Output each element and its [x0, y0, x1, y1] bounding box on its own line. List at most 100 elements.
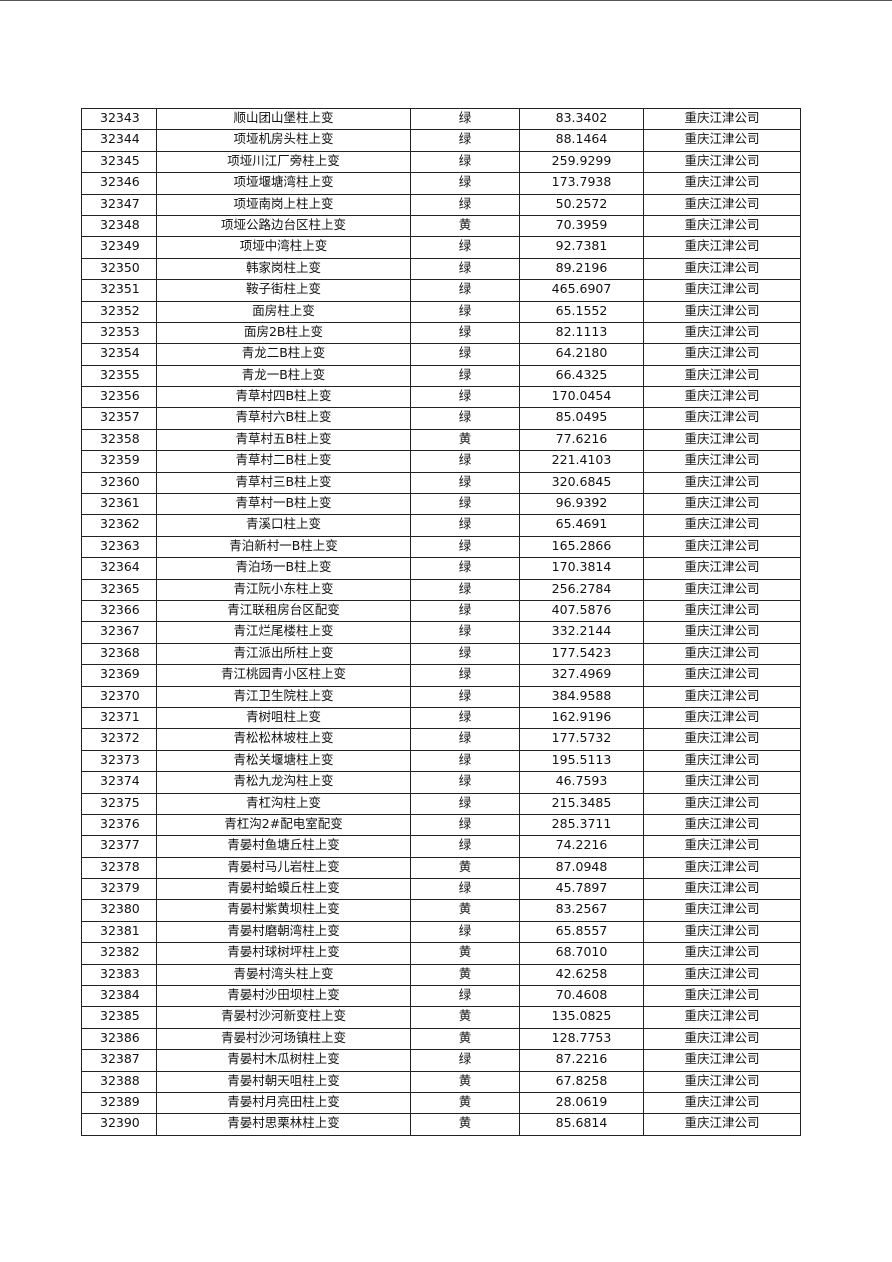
cell-value-text: 42.6258	[555, 965, 608, 981]
cell-company: 重庆江津公司	[643, 578, 801, 601]
cell-status-text: 绿	[458, 323, 472, 339]
cell-status-text: 绿	[458, 174, 472, 190]
cell-status: 绿	[410, 792, 520, 815]
cell-name: 青江阮小东柱上变	[156, 578, 411, 601]
table-row: 32362 青溪口柱上变 绿 65.4691 重庆江津公司	[81, 514, 801, 537]
cell-status: 绿	[410, 878, 520, 901]
cell-id: 32375	[81, 792, 157, 815]
cell-value-text: 77.6216	[555, 430, 608, 446]
table-row: 32364 青泊场一B柱上变 绿 170.3814 重庆江津公司	[81, 557, 801, 580]
cell-company-text: 重庆江津公司	[684, 666, 760, 682]
cell-company-text: 重庆江津公司	[684, 687, 760, 703]
table-row: 32374 青松九龙沟柱上变 绿 46.7593 重庆江津公司	[81, 771, 801, 794]
cell-id: 32349	[81, 236, 157, 259]
cell-company: 重庆江津公司	[643, 172, 801, 195]
cell-id-text: 32351	[100, 281, 140, 297]
table-row: 32376 青杠沟2#配电室配变 绿 285.3711 重庆江津公司	[81, 813, 801, 837]
cell-id: 32359	[81, 450, 157, 473]
cell-value: 65.4691	[519, 514, 644, 537]
cell-status: 绿	[410, 728, 520, 751]
cell-status: 绿	[410, 578, 520, 601]
cell-company: 重庆江津公司	[643, 493, 801, 516]
cell-status-text: 绿	[458, 537, 472, 553]
cell-id-text: 32382	[100, 944, 140, 960]
cell-status: 绿	[410, 621, 520, 644]
cell-name-text: 青草村五B柱上变	[235, 430, 332, 446]
cell-value-text: 50.2572	[555, 195, 608, 211]
cell-id: 32384	[81, 985, 157, 1008]
cell-company: 重庆江津公司	[643, 150, 801, 174]
cell-status: 黄	[410, 942, 520, 965]
cell-company-text: 重庆江津公司	[684, 623, 760, 639]
cell-name: 青晏村沙田坝柱上变	[156, 985, 411, 1008]
cell-company-text: 重庆江津公司	[684, 131, 760, 147]
cell-name-text: 青松松林坡柱上变	[233, 730, 334, 746]
cell-company: 重庆江津公司	[643, 514, 801, 537]
cell-status-text: 绿	[458, 687, 472, 703]
cell-company-text: 重庆江津公司	[684, 216, 760, 232]
cell-name-text: 韩家岗柱上变	[245, 259, 321, 275]
cell-status-text: 绿	[458, 987, 472, 1003]
cell-name: 青龙二B柱上变	[156, 343, 411, 366]
cell-id: 32369	[81, 664, 157, 687]
cell-status: 绿	[410, 749, 520, 773]
cell-name-text: 项垭川江厂旁柱上变	[227, 152, 340, 168]
cell-name: 面房2B柱上变	[156, 321, 411, 345]
cell-name: 项垭川江厂旁柱上变	[156, 150, 411, 174]
cell-name: 青晏村思栗林柱上变	[156, 1113, 411, 1136]
cell-company: 重庆江津公司	[643, 343, 801, 366]
cell-status: 绿	[410, 172, 520, 195]
cell-value: 87.2216	[519, 1049, 644, 1072]
cell-id-text: 32361	[100, 495, 140, 511]
cell-id: 32360	[81, 471, 157, 495]
cell-name-text: 青松九龙沟柱上变	[233, 773, 334, 789]
cell-value: 66.4325	[519, 364, 644, 388]
cell-company-text: 重庆江津公司	[684, 174, 760, 190]
table-row: 32382 青晏村球树坪柱上变 黄 68.7010 重庆江津公司	[81, 942, 801, 965]
cell-status: 绿	[410, 279, 520, 302]
cell-company: 重庆江津公司	[643, 599, 801, 623]
cell-id: 32380	[81, 899, 157, 922]
cell-value: 68.7010	[519, 942, 644, 965]
cell-status: 黄	[410, 1070, 520, 1093]
cell-value: 128.7753	[519, 1027, 644, 1051]
cell-name-text: 青江阮小东柱上变	[233, 580, 334, 596]
cell-name-text: 青晏村思栗林柱上变	[227, 1115, 340, 1131]
cell-value-text: 66.4325	[555, 366, 608, 382]
cell-value-text: 221.4103	[551, 452, 612, 468]
cell-name: 青晏村木瓜树柱上变	[156, 1049, 411, 1072]
cell-company: 重庆江津公司	[643, 407, 801, 430]
cell-value-text: 82.1113	[555, 323, 608, 339]
cell-value-text: 67.8258	[555, 1072, 608, 1088]
cell-name-text: 青杠沟柱上变	[245, 794, 321, 810]
cell-status-text: 黄	[458, 1072, 472, 1088]
page-top-border	[0, 0, 892, 1]
cell-value: 259.9299	[519, 150, 644, 174]
cell-name-text: 项垭堰塘湾柱上变	[233, 174, 334, 190]
cell-name: 项垭公路边台区柱上变	[156, 214, 411, 238]
cell-id-text: 32366	[100, 601, 140, 617]
cell-id: 32355	[81, 364, 157, 388]
cell-company-text: 重庆江津公司	[684, 452, 760, 468]
cell-company-text: 重庆江津公司	[684, 302, 760, 318]
cell-value: 173.7938	[519, 172, 644, 195]
cell-status: 绿	[410, 685, 520, 708]
table-row: 32357 青草村六B柱上变 绿 85.0495 重庆江津公司	[81, 407, 801, 430]
cell-value: 77.6216	[519, 428, 644, 452]
cell-name-text: 面房柱上变	[252, 302, 315, 318]
cell-id-text: 32370	[100, 687, 140, 703]
cell-name-text: 青晏村沙河新变柱上变	[220, 1008, 346, 1024]
cell-name: 青草村三B柱上变	[156, 471, 411, 495]
cell-status-text: 绿	[458, 259, 472, 275]
cell-name-text: 项垭中湾柱上变	[239, 238, 328, 254]
cell-company-text: 重庆江津公司	[684, 110, 760, 125]
cell-company: 重庆江津公司	[643, 1113, 801, 1136]
cell-id-text: 32371	[100, 708, 140, 724]
cell-value-text: 83.2567	[555, 901, 608, 917]
cell-value-text: 28.0619	[555, 1093, 608, 1109]
cell-value-text: 135.0825	[551, 1008, 612, 1024]
cell-status: 绿	[410, 364, 520, 388]
cell-status-text: 黄	[458, 1008, 472, 1024]
cell-value-text: 177.5423	[551, 644, 612, 660]
cell-value: 177.5423	[519, 642, 644, 666]
